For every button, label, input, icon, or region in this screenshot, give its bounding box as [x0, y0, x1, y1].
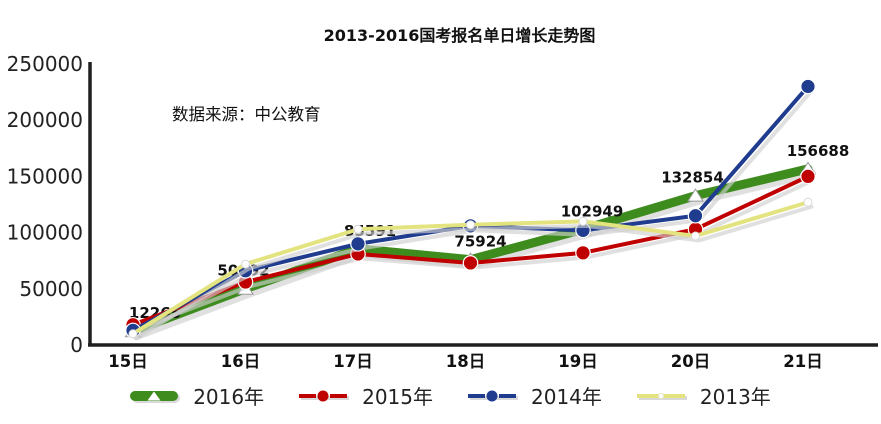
data-label: 132854	[661, 169, 724, 187]
legend-marker-2016-icon	[130, 390, 181, 403]
y-tick-label: 150000	[7, 164, 83, 188]
y-tick-label: 250000	[7, 52, 83, 76]
legend-label-2015: 2015年	[362, 385, 433, 409]
x-tick-label: 18日	[446, 352, 485, 371]
legend-item-2014: 2014年	[466, 381, 602, 410]
legend-label-2013: 2013年	[699, 385, 771, 409]
y-tick-label: 50000	[19, 277, 83, 301]
legend-label-2014: 2014年	[531, 385, 602, 409]
data-point-2013年	[128, 329, 138, 339]
data-point-2014年	[687, 207, 704, 224]
x-tick-label: 16日	[221, 352, 260, 371]
legend-label-2016: 2016年	[193, 385, 265, 409]
source-note: 数据来源：中公教育	[172, 105, 321, 124]
legend-marker-2014-icon	[468, 390, 518, 401]
x-tick-label: 20日	[671, 352, 710, 371]
legend: 2016年 2015年 2014年 2013年	[0, 381, 881, 410]
legend-glyph-dot	[486, 390, 498, 401]
y-tick-label: 100000	[7, 221, 83, 245]
data-point-2014年	[800, 78, 816, 95]
y-tick-label: 200000	[7, 108, 83, 132]
x-tick-label: 21日	[783, 352, 822, 371]
x-tick-label: 17日	[333, 352, 372, 371]
data-point-2013年	[803, 197, 813, 207]
data-point-2015年	[575, 245, 591, 261]
data-point-2013年	[578, 216, 588, 226]
data-label: 75924	[454, 233, 506, 251]
legend-glyph-dot	[657, 392, 665, 399]
legend-marker-2013-icon	[636, 392, 687, 400]
data-point-2013年	[466, 220, 475, 230]
data-point-2013年	[691, 231, 700, 241]
data-point-2013年	[241, 259, 250, 269]
data-point-2014年	[350, 236, 366, 252]
series-shadow-2013年	[134, 204, 814, 341]
legend-item-2015: 2015年	[297, 381, 433, 410]
legend-glyph-triangle	[147, 391, 161, 400]
data-label: 156688	[787, 142, 850, 160]
data-point-2016年	[687, 188, 704, 202]
y-tick-label: 0	[70, 333, 83, 357]
data-point-2015年	[800, 168, 816, 185]
legend-item-2013: 2013年	[635, 381, 771, 410]
data-label: 102949	[561, 202, 624, 220]
x-tick-label: 15日	[108, 352, 147, 371]
x-tick-label: 19日	[558, 352, 597, 371]
legend-glyph-dot	[317, 390, 329, 401]
legend-item-2016: 2016年	[128, 381, 264, 410]
chart-title: 2013-2016国考报名单日增长走势图	[323, 26, 596, 45]
legend-marker-2015-icon	[299, 390, 350, 401]
data-point-2013年	[353, 224, 363, 234]
data-point-2015年	[462, 255, 479, 271]
